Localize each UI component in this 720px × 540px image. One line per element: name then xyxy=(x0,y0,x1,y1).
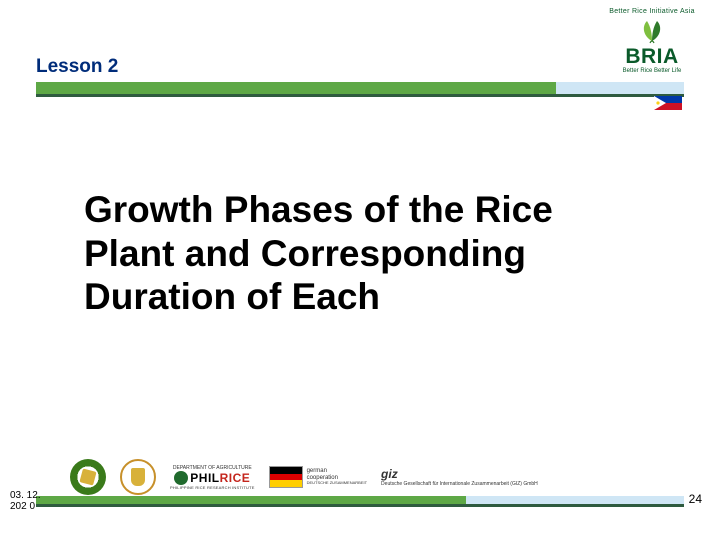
philrice-sub: PHILIPPINE RICE RESEARCH INSTITUTE xyxy=(170,485,255,490)
slide-title: Growth Phases of the Rice Plant and Corr… xyxy=(84,188,644,319)
ati-seal-icon xyxy=(120,459,156,495)
giz-word: giz xyxy=(381,467,398,481)
philrice-phil: PHIL xyxy=(190,471,219,485)
bria-arc-text: Better Rice Initiative Asia xyxy=(606,8,698,15)
footer-logos: DEPARTMENT OF AGRICULTURE PHILRICE PHILI… xyxy=(70,456,538,498)
da-seal-icon xyxy=(70,459,106,495)
footer-bar-blue xyxy=(466,496,684,504)
header-divider xyxy=(36,82,684,102)
de-flag-icon xyxy=(269,466,303,488)
bria-logo: Better Rice Initiative Asia BRIA Better … xyxy=(606,8,698,74)
footer-date: 03. 12. 202 0 xyxy=(10,490,58,512)
page-number: 24 xyxy=(689,492,702,506)
lesson-label: Lesson 2 xyxy=(36,56,118,78)
philrice-rice: RICE xyxy=(220,471,251,485)
german-coop-text: german cooperation DEUTSCHE ZUSAMMENARBE… xyxy=(307,468,367,486)
footer-bar-underline xyxy=(36,504,684,507)
de-stripe-black xyxy=(270,467,302,474)
gc-line1: german xyxy=(307,468,367,475)
gc-line3: DEUTSCHE ZUSAMMENARBEIT xyxy=(307,481,367,485)
german-coop-logo: german cooperation DEUTSCHE ZUSAMMENARBE… xyxy=(269,466,367,488)
ph-flag-icon xyxy=(654,96,682,110)
bria-wordmark: BRIA xyxy=(606,46,698,67)
header-bar-green xyxy=(36,82,556,94)
footer-bar-green xyxy=(36,496,466,504)
giz-sub: Deutsche Gesellschaft für Internationale… xyxy=(381,481,538,487)
giz-logo: giz Deutsche Gesellschaft für Internatio… xyxy=(381,467,538,487)
leaf-icon xyxy=(635,17,669,45)
philrice-circle-icon xyxy=(174,471,188,485)
de-stripe-red xyxy=(270,474,302,481)
philrice-wordmark: PHILRICE xyxy=(190,471,250,485)
de-stripe-gold xyxy=(270,480,302,487)
header-bar-underline xyxy=(36,94,684,97)
bria-tagline: Better Rice Better Life xyxy=(606,68,698,74)
header-bar-blue xyxy=(556,82,684,94)
slide: Lesson 2 Better Rice Initiative Asia BRI… xyxy=(0,0,720,540)
footer-divider xyxy=(0,496,720,512)
philrice-logo: DEPARTMENT OF AGRICULTURE PHILRICE PHILI… xyxy=(170,465,255,490)
